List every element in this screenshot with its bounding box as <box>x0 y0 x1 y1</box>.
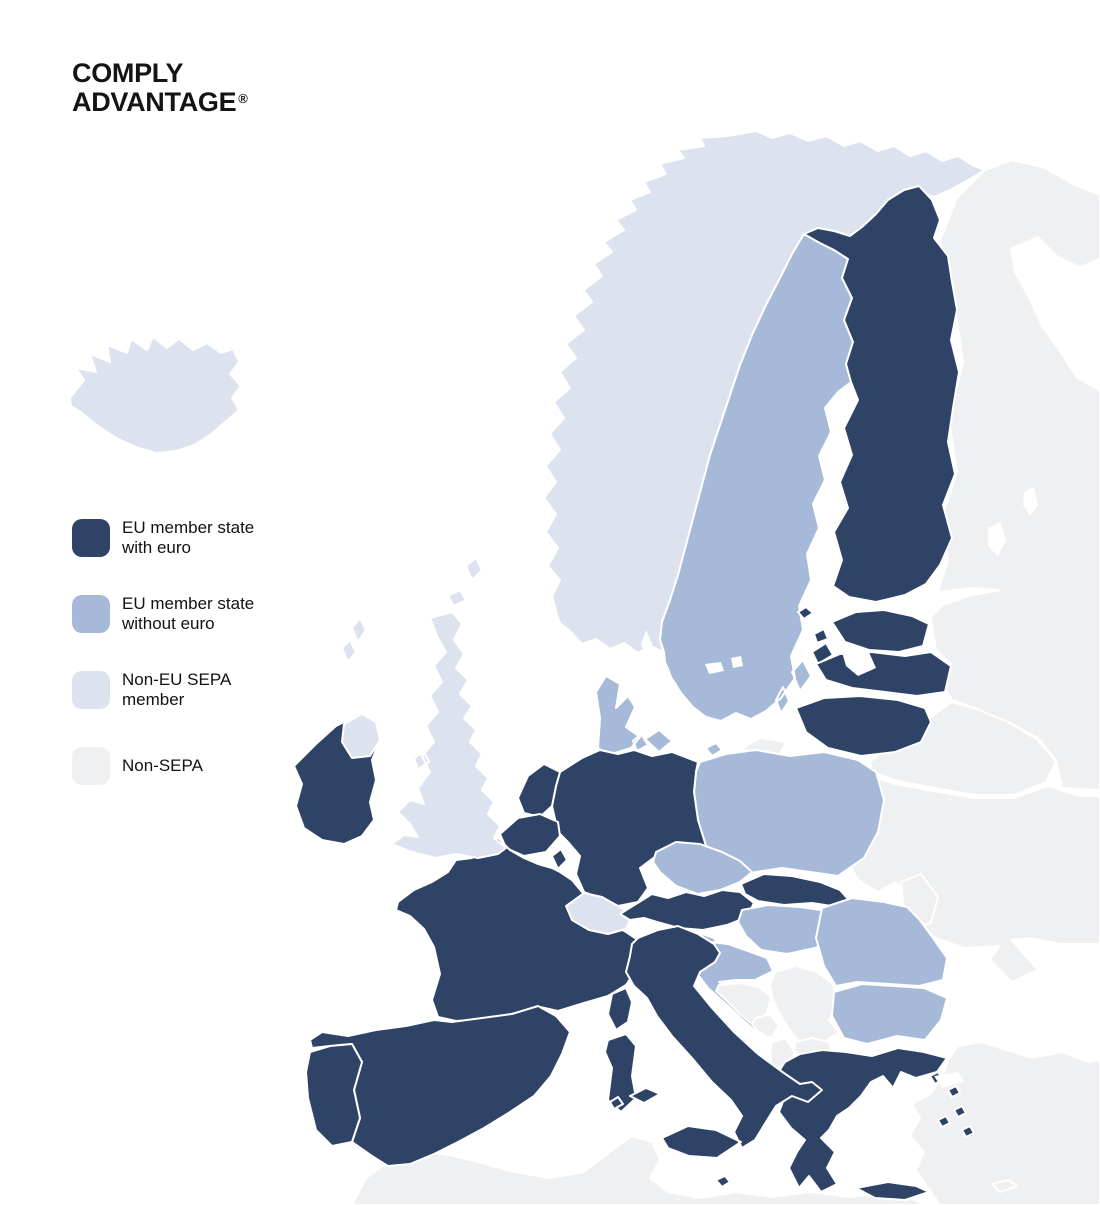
sea-white-sea <box>1010 236 1100 392</box>
country-slovakia: Slovakia <box>740 873 849 908</box>
legend-label-line: with euro <box>122 538 191 557</box>
legend-label-eu-no-euro: EU member state without euro <box>122 594 254 634</box>
brand-logo-line1: COMPLY <box>72 58 184 88</box>
country-latvia: Latvia <box>815 651 952 697</box>
country-austria: Austria <box>619 889 755 931</box>
country-romania: Romania <box>815 897 948 987</box>
country-montenegro: Montenegro <box>751 1013 780 1039</box>
country-serbia: Serbia <box>769 965 840 1047</box>
country-france: France <box>395 837 645 1031</box>
country-nireland: United Kingdom (Northern Ireland) <box>341 713 381 759</box>
sea-lake-vanern <box>705 662 724 674</box>
sea-lake-ladoga <box>988 522 1006 556</box>
legend-item-eu-no-euro: EU member state without euro <box>72 594 254 634</box>
country-denmark: Denmark <box>595 675 723 757</box>
country-cyprus: Cyprus <box>991 1179 1018 1193</box>
country-czechia: Czech Republic <box>652 841 753 895</box>
registered-mark: ® <box>238 91 248 106</box>
legend-item-eu-euro: EU member state with euro <box>72 518 254 558</box>
country-malta: Malta <box>715 1175 731 1188</box>
country-uk: United Kingdom <box>341 557 507 859</box>
legend-swatch-non-eu-sepa <box>72 671 110 709</box>
country-lithuania: Lithuania <box>795 695 932 757</box>
legend-item-non-sepa: Non-SEPA <box>72 747 254 785</box>
country-netherlands: Netherlands <box>517 763 561 818</box>
legend-label-eu-euro: EU member state with euro <box>122 518 254 558</box>
country-switzerland: Switzerland <box>565 892 633 935</box>
country-luxembourg: Luxembourg <box>551 848 568 870</box>
sea-lake-onega <box>1023 487 1038 516</box>
legend-item-non-eu-sepa: Non-EU SEPA member <box>72 670 254 710</box>
sea-oslo-fjord <box>641 630 654 662</box>
legend-label-line: EU member state <box>122 594 255 613</box>
brand-logo: COMPLY ADVANTAGE ® <box>72 58 248 117</box>
country-bulgaria: Bulgaria <box>831 983 948 1045</box>
country-iceland: Iceland <box>69 336 242 454</box>
country-estonia: Estonia <box>811 609 930 665</box>
country-northafrica: North Africa <box>351 1135 926 1205</box>
legend-swatch-eu-euro <box>72 519 110 557</box>
map-legend: EU member state with euro EU member stat… <box>72 518 254 823</box>
country-belarus: Belarus <box>869 701 1057 796</box>
legend-swatch-non-sepa <box>72 747 110 785</box>
legend-label-line: EU member state <box>122 518 255 537</box>
legend-label-line: without euro <box>122 614 215 633</box>
legend-label-line: Non-SEPA <box>122 756 203 775</box>
country-portugal: Portugal <box>305 1043 363 1147</box>
country-spain: Spain <box>309 1005 661 1167</box>
sea-sea-of-marmara <box>934 1072 964 1088</box>
country-finland: Finland <box>797 185 960 620</box>
country-italy: Italy <box>604 925 823 1159</box>
legend-label-line: member <box>122 690 185 709</box>
legend-label-line: Non-EU SEPA <box>122 670 232 689</box>
sea-gulf-of-riga <box>842 650 876 676</box>
legend-label-non-sepa: Non-SEPA <box>122 756 203 776</box>
legend-swatch-eu-no-euro <box>72 595 110 633</box>
brand-logo-line2-text: ADVANTAGE <box>72 87 237 117</box>
legend-label-non-eu-sepa: Non-EU SEPA member <box>122 670 231 710</box>
brand-logo-line2: ADVANTAGE ® <box>72 86 248 117</box>
country-ukraine: Ukraine <box>847 775 1100 983</box>
sea-lake-vattern <box>731 656 743 668</box>
